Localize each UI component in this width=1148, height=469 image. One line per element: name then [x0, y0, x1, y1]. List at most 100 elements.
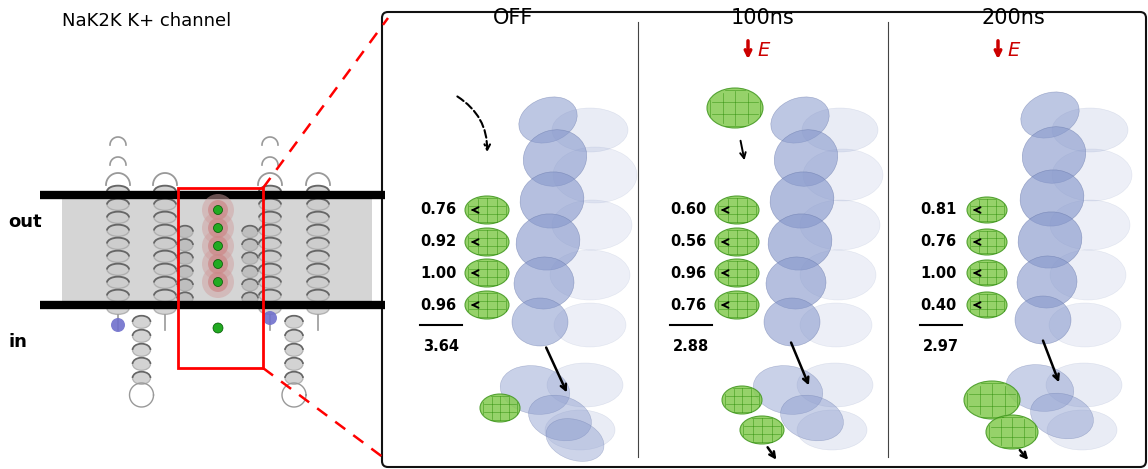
Ellipse shape [1052, 149, 1132, 201]
Ellipse shape [259, 303, 281, 314]
Ellipse shape [154, 199, 176, 211]
Ellipse shape [242, 226, 258, 238]
Circle shape [202, 266, 234, 298]
Circle shape [208, 236, 228, 256]
Ellipse shape [740, 416, 784, 444]
Ellipse shape [512, 298, 568, 346]
Ellipse shape [967, 197, 1007, 223]
Ellipse shape [781, 395, 844, 441]
Bar [178, 188, 263, 368]
Ellipse shape [285, 358, 303, 371]
Circle shape [263, 311, 277, 325]
Ellipse shape [242, 292, 258, 304]
Text: 0.56: 0.56 [670, 234, 706, 250]
Circle shape [208, 218, 228, 238]
Text: 0.40: 0.40 [920, 297, 956, 312]
Ellipse shape [154, 250, 176, 262]
Ellipse shape [307, 225, 329, 236]
Ellipse shape [1021, 170, 1084, 226]
Text: 0.76: 0.76 [420, 203, 456, 218]
Ellipse shape [107, 277, 129, 288]
Text: in: in [8, 333, 26, 351]
Text: 1.00: 1.00 [920, 265, 956, 280]
Ellipse shape [132, 316, 150, 328]
Ellipse shape [154, 277, 176, 288]
Circle shape [208, 254, 228, 274]
Ellipse shape [1021, 92, 1079, 138]
Ellipse shape [1022, 127, 1086, 183]
Ellipse shape [514, 257, 574, 309]
Bar [62, 195, 372, 305]
Text: 0.92: 0.92 [420, 234, 456, 250]
Ellipse shape [768, 214, 832, 270]
Ellipse shape [154, 238, 176, 250]
Ellipse shape [967, 260, 1007, 286]
Ellipse shape [1050, 250, 1126, 300]
Ellipse shape [259, 290, 281, 302]
Circle shape [214, 278, 223, 287]
Ellipse shape [986, 415, 1038, 449]
Ellipse shape [107, 199, 129, 211]
Ellipse shape [550, 250, 630, 300]
Circle shape [202, 212, 234, 244]
Ellipse shape [132, 372, 150, 384]
Ellipse shape [259, 225, 281, 236]
Text: OFF: OFF [492, 8, 533, 28]
Ellipse shape [154, 212, 176, 223]
Circle shape [208, 272, 228, 292]
Ellipse shape [177, 265, 193, 278]
Text: 0.96: 0.96 [420, 297, 456, 312]
Ellipse shape [107, 238, 129, 250]
Ellipse shape [465, 291, 509, 319]
Ellipse shape [520, 172, 584, 228]
Ellipse shape [715, 196, 759, 224]
Ellipse shape [517, 214, 580, 270]
Ellipse shape [501, 366, 569, 415]
Text: $E$: $E$ [1007, 40, 1022, 60]
Text: 0.60: 0.60 [670, 203, 706, 218]
Ellipse shape [967, 229, 1007, 255]
Ellipse shape [259, 199, 281, 211]
Text: 0.81: 0.81 [920, 203, 956, 218]
Ellipse shape [765, 298, 820, 346]
Ellipse shape [177, 226, 193, 238]
Ellipse shape [107, 250, 129, 262]
Ellipse shape [307, 290, 329, 302]
Ellipse shape [307, 186, 329, 197]
Ellipse shape [285, 330, 303, 342]
Ellipse shape [307, 238, 329, 250]
Ellipse shape [177, 252, 193, 265]
Ellipse shape [465, 259, 509, 287]
Ellipse shape [800, 303, 872, 347]
Ellipse shape [1049, 303, 1120, 347]
Ellipse shape [1052, 108, 1128, 152]
Ellipse shape [800, 250, 876, 300]
Ellipse shape [242, 265, 258, 278]
Circle shape [208, 200, 228, 220]
Text: 0.76: 0.76 [920, 234, 956, 250]
Ellipse shape [307, 212, 329, 223]
Circle shape [202, 230, 234, 262]
Ellipse shape [259, 186, 281, 197]
Ellipse shape [1007, 364, 1073, 411]
Ellipse shape [154, 264, 176, 275]
Ellipse shape [546, 363, 623, 407]
Ellipse shape [259, 264, 281, 275]
Ellipse shape [545, 410, 615, 450]
Ellipse shape [519, 97, 577, 143]
Ellipse shape [307, 264, 329, 275]
FancyBboxPatch shape [382, 12, 1146, 467]
Ellipse shape [800, 200, 881, 250]
Ellipse shape [285, 344, 303, 356]
Ellipse shape [770, 97, 829, 143]
Ellipse shape [1017, 256, 1077, 308]
Ellipse shape [177, 292, 193, 304]
Ellipse shape [307, 277, 329, 288]
Ellipse shape [154, 186, 176, 197]
Ellipse shape [107, 212, 129, 223]
Ellipse shape [132, 344, 150, 356]
Ellipse shape [307, 199, 329, 211]
Ellipse shape [964, 381, 1021, 419]
Ellipse shape [552, 108, 628, 152]
Ellipse shape [554, 303, 626, 347]
